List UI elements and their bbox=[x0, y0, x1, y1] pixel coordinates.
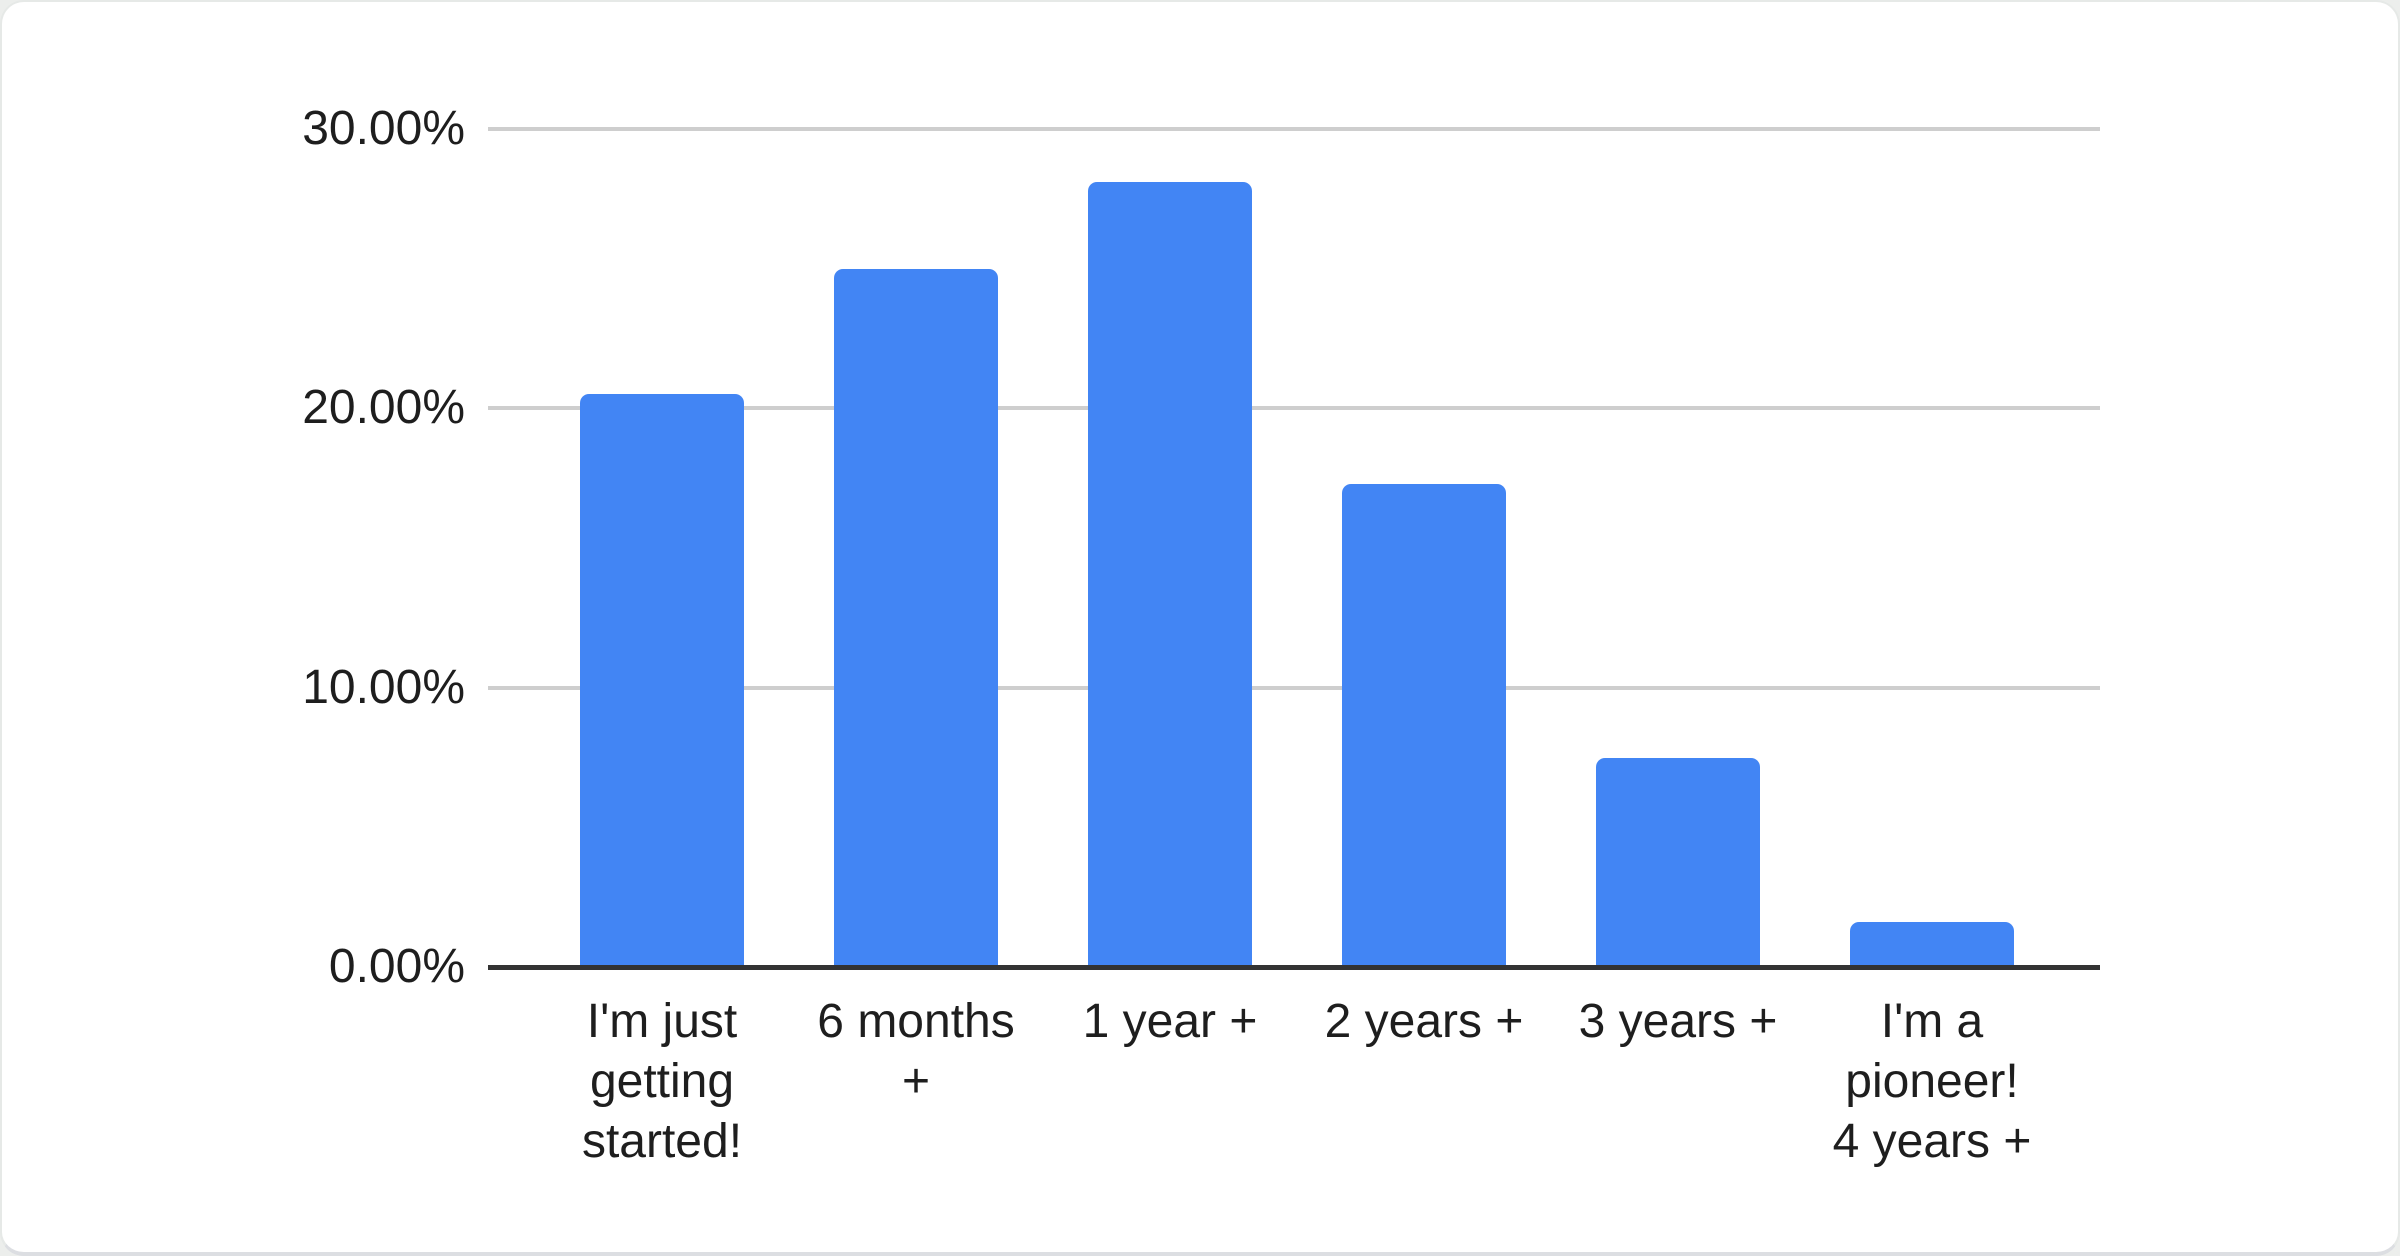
x-category-label-line: getting bbox=[589, 1055, 735, 1108]
y-tick-label: 20.00% bbox=[302, 381, 465, 435]
x-category-label-line: 6 months bbox=[817, 995, 1015, 1048]
y-tick-label: 10.00% bbox=[302, 660, 465, 714]
x-category-label-line: 3 years + bbox=[1578, 995, 1778, 1048]
x-category-label-line: pioneer! bbox=[1845, 1055, 2019, 1108]
x-category-label: 2 years + bbox=[1297, 992, 1551, 1052]
x-category-label-line: started! bbox=[581, 1115, 743, 1168]
bar-5 bbox=[1596, 758, 1760, 967]
bar-4 bbox=[1342, 484, 1506, 967]
bar-6 bbox=[1850, 922, 2014, 967]
x-category-label: I'm a pioneer! 4 years + bbox=[1805, 992, 2059, 1172]
y-tick-label: 30.00% bbox=[302, 102, 465, 156]
bar-1 bbox=[580, 394, 744, 967]
y-tick-label: 0.00% bbox=[328, 940, 465, 993]
gridline-10pct bbox=[488, 685, 2100, 690]
x-category-label-line: 4 years + bbox=[1832, 1115, 2032, 1168]
x-category-label-line: + bbox=[901, 1055, 931, 1108]
gridline-20pct bbox=[488, 406, 2100, 411]
gridline-30pct bbox=[488, 127, 2100, 132]
x-category-label: 3 years + bbox=[1551, 992, 1805, 1052]
x-category-label-line: 2 years + bbox=[1324, 995, 1524, 1048]
x-category-label-line: 1 year + bbox=[1082, 995, 1258, 1048]
x-axis-line bbox=[488, 965, 2100, 970]
x-category-label: I'm just getting started! bbox=[535, 992, 789, 1172]
x-category-label: 6 months + bbox=[789, 992, 1043, 1112]
x-category-label-line: I'm a bbox=[1880, 995, 1984, 1048]
x-category-label-line: I'm just bbox=[586, 995, 738, 1048]
bar-3 bbox=[1088, 182, 1252, 967]
x-category-label: 1 year + bbox=[1043, 992, 1297, 1052]
bar-2 bbox=[834, 269, 998, 967]
